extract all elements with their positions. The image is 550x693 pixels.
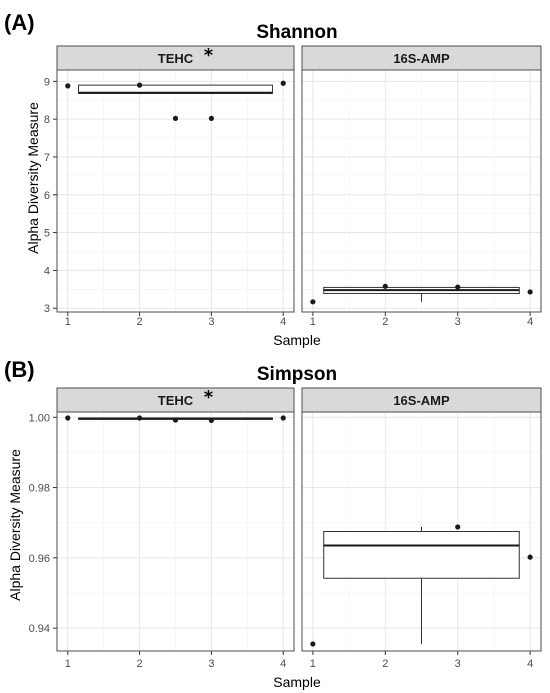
figure-a-panel-16s-amp-strip	[301, 45, 542, 71]
figure-b-panel-16s-amp-point	[455, 524, 461, 530]
figure-a-panel-tehc-xtick-label: 4	[280, 316, 286, 328]
figure-a-panel-tehc-point	[65, 83, 71, 89]
figure-b-ytick-label: 0.96	[29, 553, 50, 565]
figure-a-tag: (A)	[4, 10, 35, 35]
figure-b-panel-tehc-strip-label: TEHC	[158, 393, 194, 408]
figure-b-panel-16s-amp-box	[323, 531, 520, 579]
figure-b-panel-tehc-point	[136, 415, 143, 421]
figure-a-ytick-label: 3	[44, 303, 50, 315]
figure-a-panel-16s-amp-point	[527, 289, 533, 295]
figure-b-panel-tehc-point	[280, 415, 286, 421]
figure-a-panel-tehc-point	[280, 80, 286, 86]
figure-a-panel-16s-amp-strip-label: 16S-AMP	[393, 51, 450, 66]
figure-b-ylabel: Alpha Diversity Measure	[7, 449, 23, 601]
figure-b-panel-tehc-xtick-label: 3	[208, 658, 214, 670]
figure-b-panel-tehc-xtick-label: 1	[65, 658, 71, 670]
figure-a-panel-tehc-point	[208, 115, 215, 121]
figure-a-ytick-label: 6	[44, 190, 50, 202]
figure-b-panel-16s-amp-xtick-label: 2	[382, 658, 388, 670]
figure-a-panel-tehc-point	[136, 82, 143, 88]
figure-a-panel-tehc-point	[172, 115, 179, 121]
figure-a-xlabel: Sample	[273, 332, 321, 348]
figure-a-panel-16s-amp-point	[310, 299, 316, 305]
figure-a-panel-tehc-xtick-label: 2	[137, 316, 143, 328]
figure-b-panel-16s-amp-point	[527, 554, 533, 560]
figure-b-panel-16s-amp-point	[310, 641, 316, 647]
figure-b-panel-tehc-point	[65, 415, 71, 421]
figure-b-ytick-label: 1.00	[29, 412, 50, 424]
figure-b-panel-16s-amp-strip-label: 16S-AMP	[393, 393, 450, 408]
figure-a-panel-16s-amp-point	[455, 284, 461, 290]
figure-b-panel-16s-amp-xtick-label: 1	[310, 658, 316, 670]
figure-a-panel-16s-amp-xtick-label: 1	[310, 316, 316, 328]
figure-a-ytick-label: 5	[44, 228, 50, 240]
figure-a-panel-tehc-xtick-label: 1	[65, 316, 71, 328]
figure-b-panel-16s-amp-strip	[301, 387, 542, 413]
figure-b-panel-tehc-border	[56, 411, 295, 652]
figure-b-panel-tehc-xtick-label: 4	[280, 658, 286, 670]
figure-b-tag: (B)	[4, 357, 35, 382]
figure-b-title: Simpson	[257, 364, 337, 385]
figure-a-panel-tehc-strip-label: TEHC	[158, 51, 194, 66]
plot-panels: 3 4 5 6 7 8 9 TEHC * 1 2 3 4 16S-AMP 1 2 3 4 0.94 0.96 0.98 1…	[29, 45, 542, 670]
figure-b-panel-tehc-point	[172, 417, 179, 423]
figure-b-panel-16s-amp-xtick-label: 3	[455, 658, 461, 670]
figure-a-panel-tehc-border	[56, 69, 295, 313]
figure-b-panel-tehc-xtick-label: 2	[137, 658, 143, 670]
figure-b-panel-16s-amp-border	[301, 411, 542, 652]
figure-a-panel-16s-amp-xtick-label: 2	[382, 316, 388, 328]
figure-a-title: Shannon	[256, 22, 337, 43]
figure-b-ytick-label: 0.94	[29, 623, 50, 635]
figure-a-ylabel: Alpha Diversity Measure	[25, 102, 41, 254]
figure-a-panel-16s-amp-border	[301, 69, 542, 313]
figure-a-ytick-label: 8	[44, 114, 50, 126]
figure-b-xlabel: Sample	[273, 674, 321, 690]
figure-a-panel-16s-amp-xtick-label: 4	[527, 316, 533, 328]
figure-a-panel-16s-amp-xtick-label: 3	[455, 316, 461, 328]
figure-a-ytick-label: 7	[44, 152, 50, 164]
figure-b-panel-tehc-strip	[56, 387, 295, 413]
figure-b-panel-tehc-significance-star: *	[204, 387, 214, 408]
figure-b-panel-16s-amp-xtick-label: 4	[527, 658, 533, 670]
figure-a-ytick-label: 9	[44, 76, 50, 88]
figure-a-panel-16s-amp-point	[382, 283, 388, 289]
figure-a-ytick-label: 4	[44, 265, 50, 277]
figure-b-panel-tehc-point	[208, 417, 215, 424]
figure-a-panel-tehc-significance-star: *	[204, 45, 214, 66]
figure-a-panel-tehc-xtick-label: 3	[208, 316, 214, 328]
figure-b-ytick-label: 0.98	[29, 483, 50, 495]
